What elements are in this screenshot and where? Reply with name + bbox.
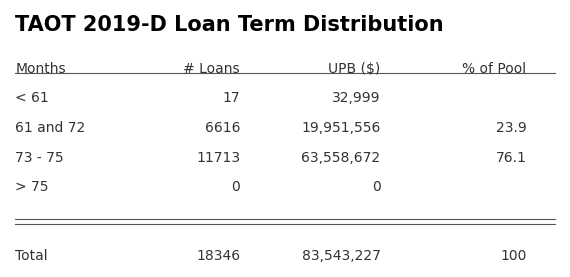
- Text: 0: 0: [372, 180, 381, 194]
- Text: > 75: > 75: [15, 180, 49, 194]
- Text: 0: 0: [231, 180, 240, 194]
- Text: 76.1: 76.1: [496, 151, 527, 165]
- Text: % of Pool: % of Pool: [462, 62, 527, 76]
- Text: TAOT 2019-D Loan Term Distribution: TAOT 2019-D Loan Term Distribution: [15, 15, 444, 35]
- Text: 11713: 11713: [196, 151, 240, 165]
- Text: UPB ($): UPB ($): [328, 62, 381, 76]
- Text: 18346: 18346: [196, 249, 240, 263]
- Text: 23.9: 23.9: [496, 121, 527, 135]
- Text: 32,999: 32,999: [332, 91, 381, 106]
- Text: 100: 100: [500, 249, 527, 263]
- Text: 17: 17: [222, 91, 240, 106]
- Text: 6616: 6616: [205, 121, 240, 135]
- Text: Total: Total: [15, 249, 48, 263]
- Text: 83,543,227: 83,543,227: [302, 249, 381, 263]
- Text: 63,558,672: 63,558,672: [302, 151, 381, 165]
- Text: Months: Months: [15, 62, 66, 76]
- Text: 19,951,556: 19,951,556: [301, 121, 381, 135]
- Text: 61 and 72: 61 and 72: [15, 121, 86, 135]
- Text: # Loans: # Loans: [184, 62, 240, 76]
- Text: 73 - 75: 73 - 75: [15, 151, 64, 165]
- Text: < 61: < 61: [15, 91, 49, 106]
